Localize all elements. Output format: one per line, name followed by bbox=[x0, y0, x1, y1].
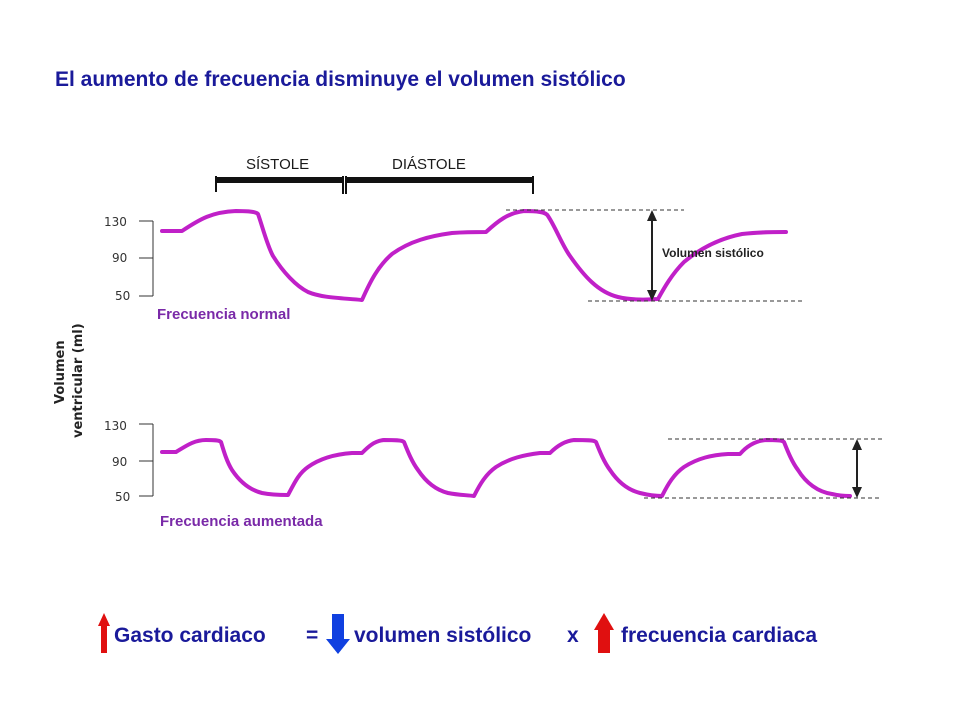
arrow-up-icon bbox=[594, 613, 614, 653]
equation-equals: = bbox=[306, 624, 318, 647]
increased-stroke-volume-marker bbox=[644, 438, 882, 499]
normal-stroke-volume-marker bbox=[506, 209, 802, 302]
increased-tick-130: 130 bbox=[104, 419, 127, 433]
cardiac-output-equation: Gasto cardiaco = volumen sistólico x fre… bbox=[98, 613, 817, 654]
normal-volume-curve bbox=[160, 209, 788, 302]
equation-left: Gasto cardiaco bbox=[114, 624, 266, 647]
systole-label: SÍSTOLE bbox=[246, 156, 309, 173]
arrow-up-icon bbox=[98, 613, 110, 653]
normal-frequency-label: Frecuencia normal bbox=[157, 306, 290, 323]
normal-tick-130: 130 bbox=[104, 215, 127, 229]
page-title: El aumento de frecuencia disminuye el vo… bbox=[55, 68, 626, 91]
normal-axis bbox=[139, 220, 154, 297]
y-axis-label: Volumen ventricular (ml) bbox=[53, 323, 86, 438]
increased-frequency-label: Frecuencia aumentada bbox=[160, 513, 323, 530]
arrow-down-icon bbox=[326, 614, 350, 654]
diastole-label: DIÁSTOLE bbox=[392, 156, 466, 173]
phase-bars: SÍSTOLE DIÁSTOLE bbox=[215, 156, 534, 194]
y-axis-label-line2: ventricular (ml) bbox=[71, 323, 86, 438]
y-axis-label-line1: Volumen bbox=[53, 340, 68, 404]
stroke-volume-label: Volumen sistólico bbox=[662, 246, 764, 260]
increased-volume-curve bbox=[160, 438, 852, 498]
increased-axis bbox=[139, 423, 154, 497]
increased-tick-50: 50 bbox=[115, 490, 130, 504]
normal-tick-90: 90 bbox=[112, 251, 127, 265]
equation-right: frecuencia cardiaca bbox=[621, 624, 817, 647]
equation-middle: volumen sistólico bbox=[354, 624, 531, 647]
equation-times: x bbox=[567, 624, 579, 647]
normal-tick-50: 50 bbox=[115, 289, 130, 303]
increased-tick-90: 90 bbox=[112, 455, 127, 469]
